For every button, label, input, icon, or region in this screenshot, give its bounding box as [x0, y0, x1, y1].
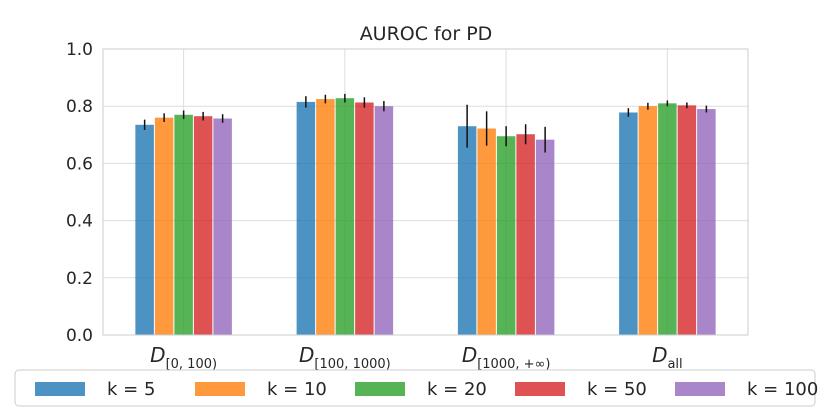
y-axis: 0.0 0.2 0.4 0.6 0.8 1.0 — [66, 40, 93, 346]
bar — [374, 106, 394, 335]
y-tick-label: 0.2 — [66, 269, 93, 289]
y-tick-label: 0.4 — [66, 212, 93, 232]
bar — [638, 106, 658, 335]
bar — [697, 109, 716, 335]
bar — [193, 116, 213, 336]
y-tick-label: 0.0 — [66, 326, 93, 346]
legend-label: k = 100 — [747, 379, 818, 400]
bar — [658, 103, 677, 335]
y-tick-label: 1.0 — [66, 40, 93, 60]
bar — [135, 124, 154, 335]
plot-frame — [102, 48, 749, 336]
bar — [335, 98, 355, 335]
x-tick-label: D[1000, +∞) — [462, 343, 551, 372]
y-tick-label: 0.8 — [66, 97, 93, 117]
legend-label: k = 5 — [107, 379, 155, 400]
legend-label: k = 10 — [267, 379, 327, 400]
bar — [174, 114, 193, 335]
bar — [457, 126, 477, 335]
bar — [296, 101, 316, 335]
legend-box — [14, 369, 816, 407]
legend-label: k = 50 — [587, 379, 647, 400]
legend-label: k = 20 — [427, 379, 487, 400]
legend-swatch — [35, 382, 85, 396]
bar — [213, 118, 232, 335]
chart-title: AUROC for PD — [360, 23, 493, 45]
legend-swatch — [195, 382, 245, 396]
bars — [135, 93, 716, 336]
legend-swatch — [675, 382, 725, 396]
bar — [535, 139, 555, 335]
legend: k = 5 k = 10 k = 20 k = 50 k = 100 — [14, 369, 818, 407]
bar — [516, 134, 535, 335]
legend-swatch — [355, 382, 405, 396]
bar — [477, 128, 496, 335]
bar — [677, 105, 697, 335]
x-tick-label: Dall — [652, 343, 683, 372]
x-tick-label: D[100, 1000) — [299, 343, 391, 372]
bar — [355, 102, 374, 336]
y-tick-label: 0.6 — [66, 154, 93, 174]
bar — [496, 136, 516, 335]
bar — [316, 99, 335, 335]
x-axis: D[0, 100) D[100, 1000) D[1000, +∞) Dall — [150, 343, 683, 372]
x-tick-label: D[0, 100) — [150, 343, 217, 372]
bar — [619, 112, 638, 335]
bar — [154, 117, 174, 335]
legend-swatch — [515, 382, 565, 396]
